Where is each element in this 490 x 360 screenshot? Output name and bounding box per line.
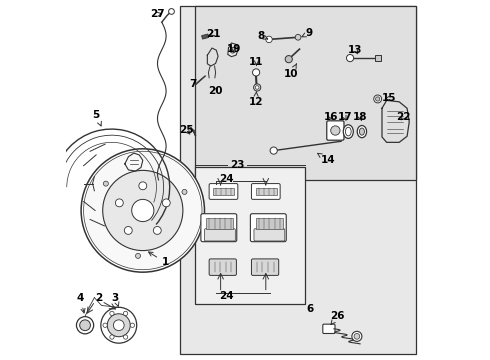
Circle shape xyxy=(162,199,170,207)
Circle shape xyxy=(352,331,362,341)
Text: 1: 1 xyxy=(148,252,169,267)
Text: 12: 12 xyxy=(248,91,263,107)
Circle shape xyxy=(255,86,259,89)
Ellipse shape xyxy=(345,127,351,136)
Circle shape xyxy=(252,69,260,76)
Bar xyxy=(206,219,233,229)
Ellipse shape xyxy=(343,125,353,138)
Text: 22: 22 xyxy=(396,112,411,122)
Circle shape xyxy=(346,54,354,62)
Circle shape xyxy=(130,323,135,327)
Text: 20: 20 xyxy=(208,86,223,96)
Text: 21: 21 xyxy=(206,29,220,39)
Circle shape xyxy=(266,36,272,42)
Text: 27: 27 xyxy=(150,9,165,19)
Text: 7: 7 xyxy=(189,79,196,89)
Text: 10: 10 xyxy=(284,64,298,79)
Circle shape xyxy=(139,182,147,190)
FancyBboxPatch shape xyxy=(251,259,279,275)
Circle shape xyxy=(354,333,360,339)
Bar xyxy=(180,6,416,354)
Bar xyxy=(195,6,416,180)
Circle shape xyxy=(153,226,161,234)
Ellipse shape xyxy=(359,128,365,135)
Bar xyxy=(201,34,209,39)
Circle shape xyxy=(103,181,108,186)
FancyBboxPatch shape xyxy=(327,121,344,140)
Text: 5: 5 xyxy=(93,110,101,126)
FancyBboxPatch shape xyxy=(323,324,335,333)
Text: 2: 2 xyxy=(96,293,103,303)
Circle shape xyxy=(107,314,130,337)
Circle shape xyxy=(84,151,202,270)
Bar xyxy=(375,55,381,60)
FancyBboxPatch shape xyxy=(209,184,238,199)
Circle shape xyxy=(136,253,141,258)
FancyBboxPatch shape xyxy=(251,184,280,199)
Circle shape xyxy=(113,320,124,330)
FancyBboxPatch shape xyxy=(250,214,286,242)
Circle shape xyxy=(81,149,204,272)
Circle shape xyxy=(270,147,277,154)
Circle shape xyxy=(103,323,107,327)
Text: 4: 4 xyxy=(76,293,85,313)
Text: 26: 26 xyxy=(330,311,345,324)
FancyBboxPatch shape xyxy=(254,229,285,241)
Text: 23: 23 xyxy=(230,160,245,170)
Polygon shape xyxy=(382,100,409,142)
Circle shape xyxy=(110,311,114,316)
Circle shape xyxy=(123,311,128,316)
Circle shape xyxy=(124,226,132,234)
Circle shape xyxy=(115,199,123,207)
Text: 18: 18 xyxy=(353,112,368,122)
Circle shape xyxy=(375,97,380,101)
Circle shape xyxy=(374,95,382,103)
FancyBboxPatch shape xyxy=(201,214,237,242)
Text: 24: 24 xyxy=(219,174,234,184)
Circle shape xyxy=(103,170,183,251)
Text: 13: 13 xyxy=(348,45,363,55)
Text: 8: 8 xyxy=(257,31,268,41)
Circle shape xyxy=(123,335,128,339)
Circle shape xyxy=(132,199,154,222)
Text: 14: 14 xyxy=(318,153,336,165)
Bar xyxy=(195,167,305,304)
Circle shape xyxy=(110,335,114,339)
Text: 6: 6 xyxy=(306,304,313,314)
Circle shape xyxy=(76,317,94,334)
Circle shape xyxy=(169,9,174,14)
Circle shape xyxy=(285,55,293,63)
Text: 3: 3 xyxy=(112,293,119,306)
Circle shape xyxy=(295,35,301,40)
Circle shape xyxy=(101,307,137,343)
Text: 17: 17 xyxy=(338,112,352,122)
Text: 15: 15 xyxy=(382,93,396,103)
Text: 19: 19 xyxy=(226,44,241,54)
FancyBboxPatch shape xyxy=(204,229,235,241)
Polygon shape xyxy=(207,48,218,66)
Polygon shape xyxy=(228,43,238,57)
Circle shape xyxy=(254,84,261,91)
Text: 24: 24 xyxy=(219,291,234,301)
Text: 25: 25 xyxy=(179,125,194,135)
Circle shape xyxy=(230,47,236,53)
FancyBboxPatch shape xyxy=(209,259,236,275)
Bar xyxy=(256,188,276,195)
Text: 11: 11 xyxy=(249,57,264,67)
Text: 9: 9 xyxy=(302,28,313,38)
Circle shape xyxy=(182,189,187,194)
Circle shape xyxy=(331,126,340,135)
Bar xyxy=(256,219,283,229)
Text: 16: 16 xyxy=(324,112,338,122)
Bar xyxy=(214,188,234,195)
Circle shape xyxy=(80,320,91,330)
Ellipse shape xyxy=(357,126,367,138)
